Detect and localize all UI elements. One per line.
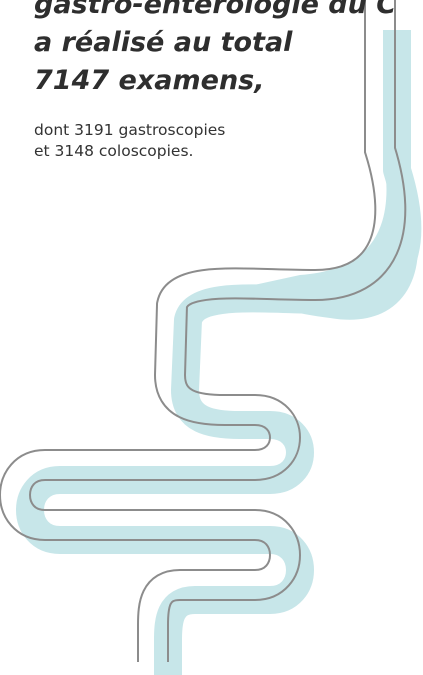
page: gastro-entérologie du C a réalisé au tot… — [0, 0, 423, 675]
tube-outline — [0, 0, 423, 675]
body-line: et 3148 coloscopies. — [34, 141, 225, 162]
heading-line: a réalisé au total — [34, 24, 396, 62]
heading-line: 7147 examens, — [34, 62, 396, 100]
body-line: dont 3191 gastroscopies — [34, 120, 225, 141]
intestine-illustration — [0, 0, 423, 675]
heading-line: gastro-entérologie du C — [34, 0, 396, 24]
heading: gastro-entérologie du C a réalisé au tot… — [34, 0, 396, 100]
body-text: dont 3191 gastroscopies et 3148 coloscop… — [34, 120, 225, 162]
